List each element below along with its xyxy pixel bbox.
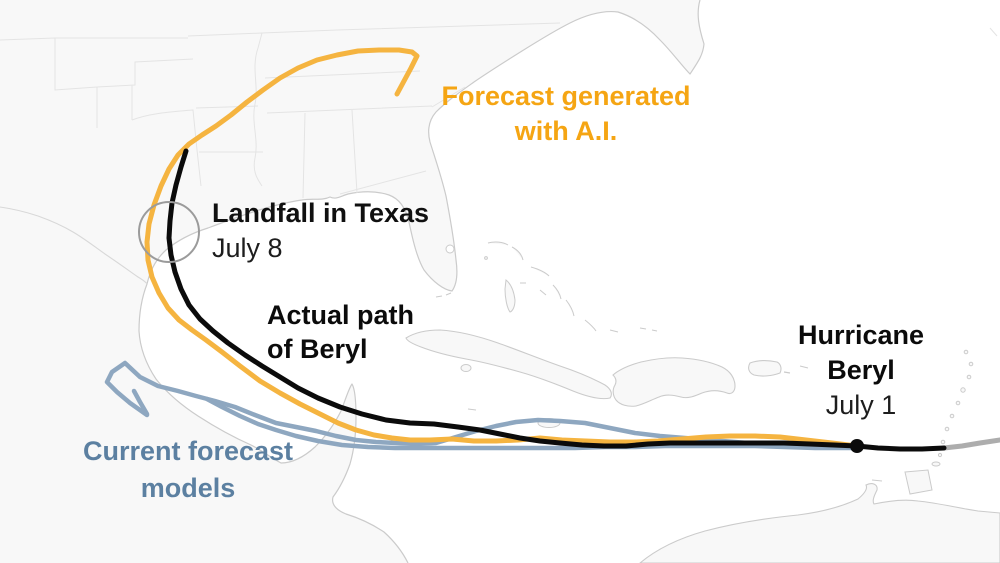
current-models-label-line1: Current forecast <box>82 436 294 466</box>
ai-forecast-label: Forecast generated with A.I. <box>400 79 732 149</box>
landfall-circle <box>138 201 200 263</box>
landfall-date: July 8 <box>212 233 283 263</box>
current-models-label-line2: models <box>140 473 236 503</box>
state-borders <box>0 23 997 198</box>
actual-path-label: Actual path of Beryl <box>267 298 414 366</box>
tracks-layer <box>104 47 1000 452</box>
current-models-label: Current forecast models <box>50 433 326 507</box>
island-vieques <box>784 372 790 373</box>
july1-start-dot <box>850 439 864 453</box>
actual-path-label-line1: Actual path <box>267 300 415 330</box>
actual-path-label-line2: of Beryl <box>267 334 368 364</box>
ai-forecast-label-line2: with A.I. <box>514 116 618 146</box>
islands-bahamas <box>436 242 657 410</box>
north-america-land <box>0 0 704 563</box>
south-america-land <box>640 484 1000 563</box>
track-ai-forecast <box>144 47 860 449</box>
island-puerto-rico <box>749 361 781 376</box>
landfall-label: Landfall in Texas July 8 <box>212 196 429 266</box>
track-model-barb <box>131 388 150 417</box>
hurricane-beryl-label: Hurricane Beryl July 1 <box>765 318 957 423</box>
hurricane-name-line2: Beryl <box>827 355 895 385</box>
track-model-south <box>204 396 859 451</box>
ai-forecast-label-line1: Forecast generated <box>441 81 691 111</box>
landfall-title: Landfall in Texas <box>212 198 430 228</box>
track-actual-tail-faded <box>941 437 1000 451</box>
us-mexico-border <box>0 207 147 284</box>
track-actual-tail <box>854 443 947 452</box>
hurricane-date: July 1 <box>825 390 897 420</box>
islands-lesser-antilles <box>800 350 973 494</box>
island-isla-juventud <box>461 365 471 372</box>
track-actual-path <box>166 148 860 449</box>
hurricane-name-line1: Hurricane <box>797 320 925 350</box>
island-cuba <box>406 330 611 399</box>
markers-layer <box>138 201 864 453</box>
island-hispaniola <box>613 358 735 407</box>
coastline <box>139 0 704 563</box>
